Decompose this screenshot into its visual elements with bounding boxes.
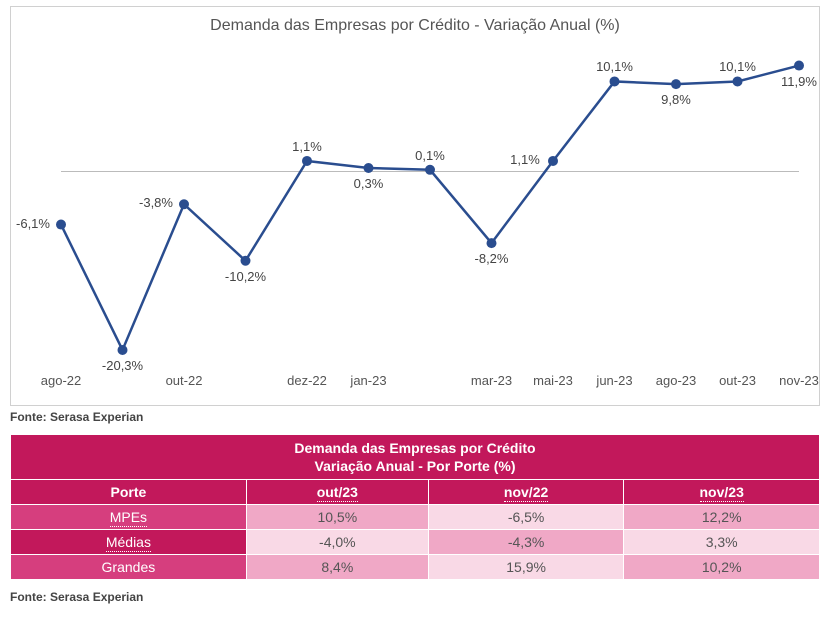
data-point-label: 1,1% <box>510 152 540 167</box>
data-table: Demanda das Empresas por Crédito Variaçã… <box>10 434 820 580</box>
x-tick-label: out-22 <box>166 373 203 388</box>
x-tick-label: mar-23 <box>471 373 512 388</box>
data-point-label: -10,2% <box>225 269 266 284</box>
chart-container: Demanda das Empresas por Crédito - Varia… <box>10 6 820 406</box>
cell: -4,3% <box>428 530 624 555</box>
data-point-label: 10,1% <box>719 59 756 74</box>
data-point-label: -20,3% <box>102 358 143 373</box>
cell: 15,9% <box>428 555 624 580</box>
col-out23: out/23 <box>246 480 428 505</box>
cell: 10,2% <box>624 555 820 580</box>
table-row: Médias -4,0% -4,3% 3,3% <box>11 530 820 555</box>
x-tick-label: mai-23 <box>533 373 573 388</box>
col-nov23: nov/23 <box>624 480 820 505</box>
x-tick-label: ago-23 <box>656 373 696 388</box>
chart-title: Demanda das Empresas por Crédito - Varia… <box>11 7 819 41</box>
data-point-label: 9,8% <box>661 92 691 107</box>
data-point-label: -8,2% <box>475 251 509 266</box>
cell: 8,4% <box>246 555 428 580</box>
table-title: Demanda das Empresas por Crédito Variaçã… <box>11 435 820 480</box>
col-porte: Porte <box>11 480 247 505</box>
x-tick-label: out-23 <box>719 373 756 388</box>
col-nov22: nov/22 <box>428 480 624 505</box>
cell: 10,5% <box>246 505 428 530</box>
cell: -6,5% <box>428 505 624 530</box>
cell: -4,0% <box>246 530 428 555</box>
row-label-mpes: MPEs <box>11 505 247 530</box>
data-point-label: 11,9% <box>781 74 817 89</box>
row-label-medias: Médias <box>11 530 247 555</box>
table-title-line2: Variação Anual - Por Porte (%) <box>315 458 516 474</box>
table-row: Grandes 8,4% 15,9% 10,2% <box>11 555 820 580</box>
row-label-grandes: Grandes <box>11 555 247 580</box>
x-tick-label: ago-22 <box>41 373 81 388</box>
data-point-label: -6,1% <box>16 216 50 231</box>
table-row: MPEs 10,5% -6,5% 12,2% <box>11 505 820 530</box>
x-tick-label: dez-22 <box>287 373 327 388</box>
chart-plot-area: -6,1%-20,3%-3,8%-10,2%1,1%0,3%0,1%-8,2%1… <box>61 47 799 365</box>
table-source: Fonte: Serasa Experian <box>10 590 822 604</box>
chart-source: Fonte: Serasa Experian <box>10 410 822 424</box>
cell: 3,3% <box>624 530 820 555</box>
data-point-label: 1,1% <box>292 139 322 154</box>
data-point-label: 10,1% <box>596 59 633 74</box>
data-point-label: -3,8% <box>139 195 173 210</box>
x-tick-label: nov-23 <box>779 373 819 388</box>
x-tick-label: jun-23 <box>596 373 632 388</box>
table-container: Demanda das Empresas por Crédito Variaçã… <box>10 434 820 580</box>
chart-x-axis: ago-22out-22dez-22jan-23mar-23mai-23jun-… <box>61 373 799 393</box>
data-point-label: 0,3% <box>354 176 384 191</box>
table-header-row: Porte out/23 nov/22 nov/23 <box>11 480 820 505</box>
cell: 12,2% <box>624 505 820 530</box>
x-tick-label: jan-23 <box>350 373 386 388</box>
table-title-line1: Demanda das Empresas por Crédito <box>294 440 535 456</box>
data-point-label: 0,1% <box>415 148 445 163</box>
